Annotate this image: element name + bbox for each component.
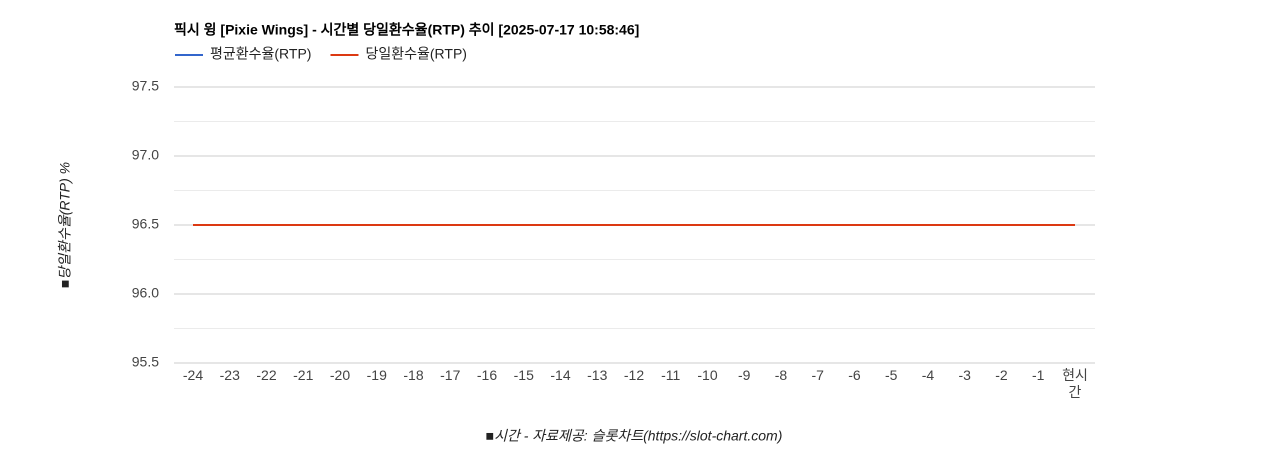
x-axis-label: ■시간 - 자료제공: 슬롯차트(https://slot-chart.com) <box>486 428 783 444</box>
x-tick-label: -8 <box>774 367 788 383</box>
x-tick-label: -15 <box>513 367 534 383</box>
x-tick-label: -4 <box>921 367 935 383</box>
x-tick-label: -3 <box>958 367 971 383</box>
x-tick-label: -12 <box>623 367 645 383</box>
x-tick-label: -18 <box>403 367 424 383</box>
x-tick-label: -9 <box>738 367 751 383</box>
legend-label: 평균환수율(RTP) <box>210 46 311 62</box>
y-tick-label: 97.5 <box>132 78 159 94</box>
x-tick-label: -19 <box>366 367 387 383</box>
x-tick-label: -21 <box>293 367 314 383</box>
x-tick-label: 현시간 <box>1062 367 1088 400</box>
x-tick-label: -2 <box>995 367 1008 383</box>
chart-title: 픽시 윙 [Pixie Wings] - 시간별 당일환수율(RTP) 추이 [… <box>174 22 639 38</box>
x-tick-label: -16 <box>476 367 498 383</box>
x-tick-label: -10 <box>697 367 718 383</box>
x-tick-label: -11 <box>661 367 681 383</box>
y-tick-label: 97.0 <box>132 147 159 163</box>
y-tick-label: 96.5 <box>132 216 159 232</box>
y-tick-label: 96.0 <box>132 285 159 301</box>
y-axis-label: ■당일환수율(RTP) % <box>57 162 73 288</box>
x-tick-label: -22 <box>256 367 277 383</box>
x-tick-label: -14 <box>550 367 571 383</box>
x-tick-label: -13 <box>587 367 608 383</box>
y-tick-label: 95.5 <box>132 354 159 370</box>
x-tick-label: -5 <box>885 367 898 383</box>
x-tick-label: -7 <box>811 367 824 383</box>
x-tick-label: -23 <box>219 367 240 383</box>
x-tick-label: -6 <box>848 367 861 383</box>
x-tick-label: -20 <box>329 367 351 383</box>
x-tick-label: -17 <box>440 367 461 383</box>
legend-label: 당일환수율(RTP) <box>365 46 466 62</box>
x-tick-label: -1 <box>1032 367 1045 383</box>
x-tick-label: -24 <box>182 367 204 383</box>
